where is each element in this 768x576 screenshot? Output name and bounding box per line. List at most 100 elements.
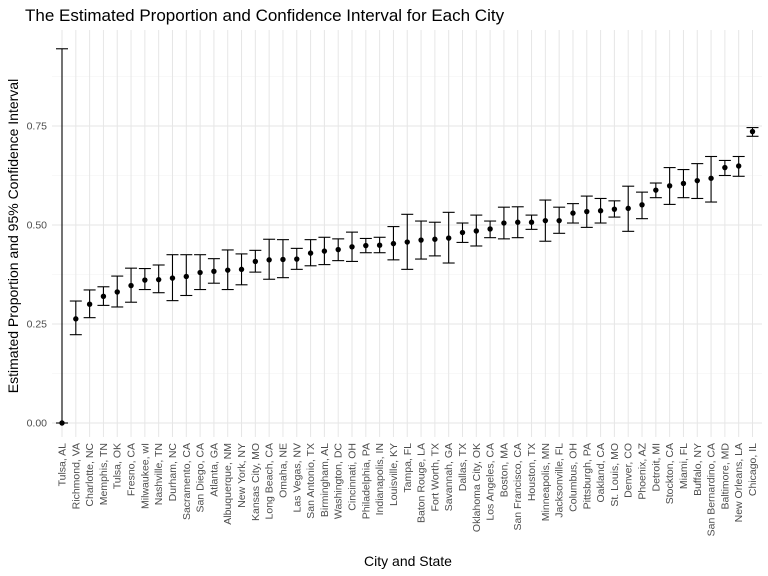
data-point bbox=[155, 276, 162, 283]
data-point bbox=[473, 228, 479, 234]
x-tick-label: Oakland, CA bbox=[595, 443, 607, 503]
errorbar-group bbox=[594, 197, 607, 224]
x-tick-label: Savannah, GA bbox=[443, 443, 455, 511]
x-tick-label: Miami, FL bbox=[678, 443, 690, 489]
x-tick-label: Philadelphia, PA bbox=[360, 443, 372, 519]
data-point bbox=[556, 217, 562, 224]
x-tick-label: Buffalo, NY bbox=[692, 443, 704, 496]
x-tick-label: Nashville, TN bbox=[153, 443, 165, 505]
x-tick-label: Charlotte, NC bbox=[84, 443, 96, 507]
errorbar-group bbox=[497, 206, 510, 240]
x-tick-label: Denver, CO bbox=[623, 443, 635, 498]
errorbar-group bbox=[746, 127, 759, 137]
errorbar-group bbox=[470, 214, 483, 247]
errorbar-group bbox=[456, 222, 469, 243]
errorbar-group bbox=[428, 221, 441, 257]
data-point bbox=[294, 256, 300, 262]
chart-title: The Estimated Proportion and Confidence … bbox=[25, 6, 505, 25]
x-tick-label: Milwaukee, wI bbox=[139, 443, 151, 509]
errorbar-group bbox=[194, 254, 207, 291]
errorbar-group bbox=[691, 163, 704, 200]
errorbar-group bbox=[97, 286, 110, 306]
errorbar-group bbox=[304, 239, 317, 267]
data-point bbox=[487, 226, 493, 232]
errorbar-group bbox=[649, 182, 662, 199]
x-tick-label: San Francisco, CA bbox=[512, 443, 524, 531]
x-tick-label: Minneapolis, MN bbox=[540, 443, 552, 521]
errorbar-group bbox=[636, 191, 649, 220]
data-point bbox=[128, 282, 134, 289]
errorbar-group bbox=[732, 155, 745, 177]
data-point bbox=[459, 229, 466, 236]
data-point bbox=[114, 289, 120, 295]
data-point bbox=[86, 301, 93, 307]
x-tick-label: Tulsa, AL bbox=[57, 443, 69, 487]
x-tick-label: Cincinnati, OH bbox=[347, 443, 359, 511]
errorbar-group bbox=[415, 220, 428, 260]
errorbar-group bbox=[718, 159, 731, 177]
errorbar-group bbox=[387, 226, 400, 261]
x-tick-label: San Diego, CA bbox=[195, 443, 207, 512]
errorbar-group bbox=[69, 300, 82, 336]
errorbar-group bbox=[332, 238, 345, 262]
errorbar-group bbox=[152, 264, 165, 294]
data-point bbox=[266, 257, 272, 263]
data-point bbox=[363, 242, 369, 249]
errorbar-group bbox=[566, 203, 579, 224]
errorbar-group bbox=[622, 185, 635, 232]
x-tick-label: Memphis, TN bbox=[98, 443, 110, 505]
x-tick-label: Columbus, OH bbox=[567, 443, 579, 512]
x-tick-label: Kansas City, MO bbox=[250, 443, 262, 521]
errorbar-group bbox=[677, 169, 690, 199]
errorbar-group bbox=[83, 289, 96, 319]
data-point bbox=[142, 277, 148, 283]
errorbar-group bbox=[56, 48, 68, 426]
x-tick-label: Jacksonville, FL bbox=[554, 443, 566, 518]
data-point bbox=[404, 239, 410, 245]
errorbar-group bbox=[221, 249, 234, 291]
errorbar-group bbox=[111, 275, 124, 308]
x-tick-label: Durham, NC bbox=[167, 443, 179, 502]
x-tick-label: Tulsa, OK bbox=[112, 443, 124, 489]
x-tick-label: Louisville, KY bbox=[388, 443, 400, 506]
x-axis-title: City and State bbox=[364, 553, 452, 569]
y-tick-label: 0.25 bbox=[27, 319, 48, 331]
x-tick-label: New Orleans, LA bbox=[733, 443, 745, 522]
errorbar-group bbox=[373, 236, 386, 254]
data-point bbox=[335, 246, 341, 253]
errorbar-group bbox=[663, 167, 676, 205]
x-tick-label: Baton Rouge, LA bbox=[416, 443, 428, 523]
x-tick-label: Sacramento, CA bbox=[181, 443, 193, 520]
x-tick-label: Fort Worth, TX bbox=[429, 443, 441, 511]
errorbar-group bbox=[263, 238, 276, 280]
data-point bbox=[280, 256, 286, 263]
data-point bbox=[349, 244, 355, 250]
data-point bbox=[211, 268, 217, 275]
data-marks bbox=[56, 48, 759, 426]
data-point bbox=[59, 420, 65, 426]
data-point bbox=[639, 202, 645, 208]
errorbar-group bbox=[511, 206, 524, 239]
x-tick-label: Indianapolis, IN bbox=[374, 443, 386, 515]
data-point bbox=[73, 316, 79, 322]
data-point bbox=[749, 128, 756, 135]
x-tick-label: Albuquerque, NM bbox=[222, 443, 234, 525]
x-tick-label: Houston, TX bbox=[526, 443, 538, 501]
data-point bbox=[390, 240, 397, 247]
x-tick-label: Tampa, FL bbox=[402, 443, 414, 493]
data-point bbox=[183, 273, 189, 280]
x-tick-label: San Bernardino, CA bbox=[706, 443, 718, 536]
errorbar-group bbox=[359, 237, 372, 254]
x-tick-label: Dallas, TX bbox=[457, 443, 469, 491]
errorbar-group bbox=[608, 200, 621, 218]
x-tick-label: Birmingham, AL bbox=[319, 443, 331, 517]
data-point bbox=[238, 266, 245, 273]
errorbar-group bbox=[276, 239, 289, 279]
x-tick-label: Chicago, IL bbox=[747, 443, 759, 496]
data-point bbox=[252, 258, 259, 265]
x-tick-label: New York, NY bbox=[236, 443, 248, 508]
data-point bbox=[100, 293, 107, 299]
y-tick-label: 0.75 bbox=[27, 121, 48, 133]
data-point bbox=[680, 180, 687, 187]
